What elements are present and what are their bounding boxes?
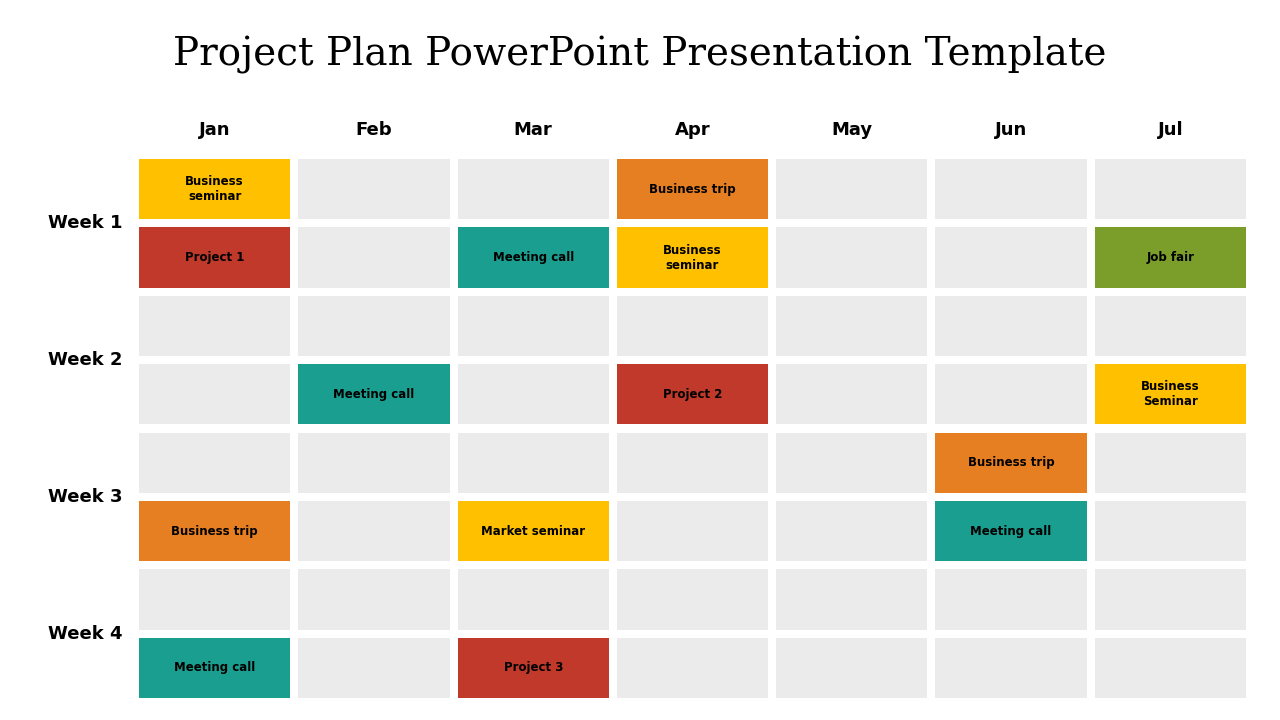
Bar — [1094, 228, 1245, 288]
Bar — [140, 159, 291, 220]
Bar — [457, 570, 609, 629]
Bar — [457, 501, 609, 562]
Bar — [776, 296, 928, 356]
Bar — [617, 364, 768, 425]
Text: Meeting call: Meeting call — [174, 661, 255, 675]
Bar — [936, 364, 1087, 425]
Bar — [617, 570, 768, 629]
Bar — [457, 501, 609, 562]
Bar — [298, 228, 449, 288]
Bar — [936, 159, 1087, 220]
Text: Project 1: Project 1 — [184, 251, 244, 264]
Bar — [140, 296, 291, 356]
Bar — [140, 159, 291, 220]
Bar — [457, 364, 609, 425]
Bar — [1094, 433, 1245, 493]
Bar — [298, 501, 449, 562]
Text: Business trip: Business trip — [172, 525, 259, 538]
Text: Week 2: Week 2 — [49, 351, 123, 369]
Bar — [457, 296, 609, 356]
Text: Business trip: Business trip — [968, 456, 1055, 469]
Bar — [140, 501, 291, 562]
Bar — [1094, 364, 1245, 425]
Text: Jun: Jun — [995, 121, 1027, 139]
Bar — [617, 364, 768, 425]
Bar — [457, 433, 609, 493]
Bar — [140, 570, 291, 629]
Bar — [298, 570, 449, 629]
Bar — [617, 159, 768, 220]
Bar — [1094, 296, 1245, 356]
Bar — [936, 501, 1087, 562]
Bar — [617, 501, 768, 562]
Bar — [298, 638, 449, 698]
Text: Mar: Mar — [513, 121, 553, 139]
Text: Apr: Apr — [675, 121, 710, 139]
Bar — [617, 228, 768, 288]
Bar — [776, 159, 928, 220]
Text: Jan: Jan — [198, 121, 230, 139]
Bar — [776, 364, 928, 425]
Bar — [1094, 228, 1245, 288]
Bar — [776, 570, 928, 629]
Text: Jul: Jul — [1157, 121, 1183, 139]
Bar — [617, 638, 768, 698]
Bar — [936, 228, 1087, 288]
Bar — [936, 638, 1087, 698]
Text: Project 3: Project 3 — [503, 661, 563, 675]
Bar — [776, 501, 928, 562]
Bar — [936, 501, 1087, 562]
Bar — [457, 228, 609, 288]
Bar — [617, 228, 768, 288]
Bar — [298, 364, 449, 425]
Bar — [776, 638, 928, 698]
Bar — [776, 228, 928, 288]
Text: Market seminar: Market seminar — [481, 525, 585, 538]
Bar — [936, 433, 1087, 493]
Bar — [140, 638, 291, 698]
Bar — [457, 638, 609, 698]
Text: Meeting call: Meeting call — [333, 388, 415, 401]
Bar — [457, 159, 609, 220]
Bar — [140, 638, 291, 698]
Bar — [298, 159, 449, 220]
Bar — [140, 501, 291, 562]
Text: Week 4: Week 4 — [49, 625, 123, 643]
Bar — [457, 228, 609, 288]
Bar — [936, 296, 1087, 356]
Bar — [617, 296, 768, 356]
Bar — [1094, 638, 1245, 698]
Bar — [936, 433, 1087, 493]
Text: Business trip: Business trip — [649, 183, 736, 196]
Bar — [140, 364, 291, 425]
Text: Job fair: Job fair — [1147, 251, 1194, 264]
Bar — [140, 228, 291, 288]
Bar — [298, 364, 449, 425]
Text: Business
seminar: Business seminar — [663, 243, 722, 271]
Text: Project Plan PowerPoint Presentation Template: Project Plan PowerPoint Presentation Tem… — [173, 36, 1107, 74]
Text: Meeting call: Meeting call — [493, 251, 573, 264]
Text: Meeting call: Meeting call — [970, 525, 1052, 538]
Text: Week 1: Week 1 — [49, 215, 123, 233]
Text: Business
seminar: Business seminar — [186, 175, 244, 203]
Bar — [1094, 501, 1245, 562]
Bar — [298, 433, 449, 493]
Bar — [617, 433, 768, 493]
Bar — [617, 159, 768, 220]
Bar — [1094, 570, 1245, 629]
Text: Business
Seminar: Business Seminar — [1140, 380, 1199, 408]
Bar — [936, 570, 1087, 629]
Bar — [1094, 159, 1245, 220]
Bar — [457, 638, 609, 698]
Bar — [140, 433, 291, 493]
Text: Project 2: Project 2 — [663, 388, 722, 401]
Bar — [140, 228, 291, 288]
Text: Week 3: Week 3 — [49, 488, 123, 506]
Bar — [298, 296, 449, 356]
Text: Feb: Feb — [356, 121, 392, 139]
Text: May: May — [831, 121, 873, 139]
Bar — [776, 433, 928, 493]
Bar — [1094, 364, 1245, 425]
